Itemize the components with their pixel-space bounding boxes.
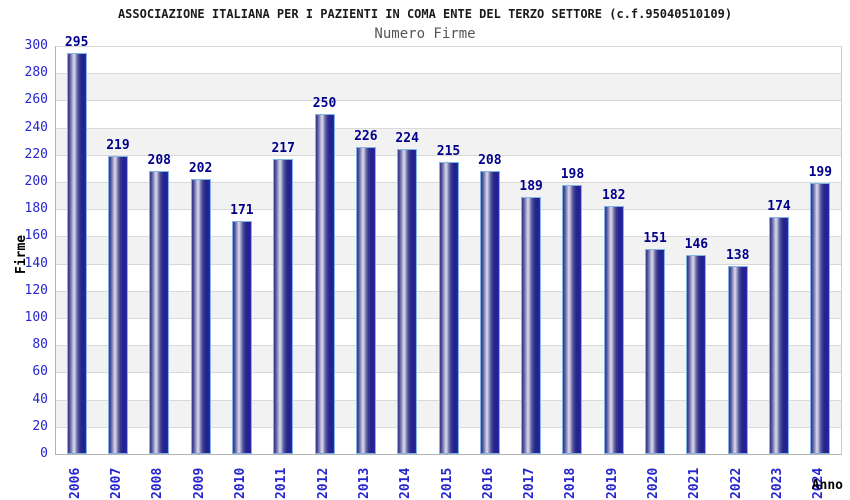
x-tick-label: 2012 — [315, 467, 331, 499]
y-tick-label: 160 — [24, 228, 48, 244]
y-tick-label: 40 — [32, 391, 48, 407]
bar — [769, 217, 790, 454]
bar — [273, 158, 294, 454]
y-tick-label: 220 — [24, 146, 48, 162]
bar-value-label: 208 — [147, 153, 172, 169]
bar — [149, 171, 170, 454]
bar-value-label: 202 — [188, 161, 213, 177]
x-tick-label: 2008 — [150, 467, 166, 499]
x-tick-label: 2016 — [480, 467, 496, 499]
bar-value-label: 151 — [643, 230, 667, 246]
gridline — [56, 154, 841, 156]
bar-value-label: 250 — [312, 96, 337, 111]
x-tick-label: 2009 — [191, 467, 207, 499]
bar-value-label: 219 — [106, 138, 130, 154]
bar-value-label: 199 — [808, 165, 833, 181]
bar-value-label: 174 — [767, 199, 791, 215]
x-tick-label: 2007 — [108, 467, 124, 499]
x-axis-label: Anno — [811, 478, 843, 493]
y-tick-label: 200 — [24, 174, 48, 189]
y-tick-label: 240 — [24, 119, 48, 135]
y-tick-label: 300 — [24, 38, 48, 53]
bar — [355, 146, 376, 454]
bar-value-label: 215 — [436, 143, 461, 159]
x-tick-label: 2017 — [522, 467, 538, 499]
bar-value-label: 226 — [354, 128, 378, 144]
x-tick-label: 2014 — [398, 467, 414, 499]
bar — [190, 179, 211, 454]
x-tick-label: 2015 — [439, 467, 455, 499]
gridline — [56, 73, 841, 75]
bar — [479, 171, 500, 454]
bar-value-label: 224 — [395, 131, 419, 147]
x-tick-label: 2022 — [728, 467, 744, 499]
y-tick-label: 120 — [24, 282, 48, 298]
y-tick-label: 60 — [32, 364, 48, 380]
x-axis-ticks: 2006 2007 2008 2009 2010 2011 2012 2013 2014 2015… — [55, 459, 842, 500]
bar-value-label: 217 — [271, 140, 295, 156]
bar — [603, 206, 624, 454]
y-tick-label: 20 — [32, 418, 48, 434]
bar — [521, 196, 542, 454]
bar — [562, 184, 583, 454]
bar — [314, 114, 335, 454]
bar-value-label: 182 — [602, 188, 626, 204]
x-tick-label: 2019 — [604, 467, 620, 499]
bar-value-label: 146 — [684, 237, 709, 253]
bar — [810, 183, 831, 454]
bar — [107, 156, 128, 454]
gridline — [56, 46, 841, 47]
chart-title: ASSOCIAZIONE ITALIANA PER I PAZIENTI IN … — [117, 7, 733, 21]
bar-value-label: 198 — [560, 166, 585, 182]
plot-area: 295 219 208 202 171 217 250 226 224 215 208 189 198 1… — [55, 35, 842, 455]
bar-value-label: 171 — [230, 203, 254, 219]
y-tick-label: 100 — [24, 310, 48, 325]
y-tick-label: 260 — [24, 92, 48, 108]
x-tick-label: 2011 — [274, 467, 290, 499]
bar — [66, 52, 87, 454]
gridline — [56, 100, 841, 102]
x-tick-label: 2020 — [646, 467, 662, 499]
bar — [727, 266, 748, 454]
bar — [397, 149, 418, 454]
bar-value-label: 189 — [519, 178, 543, 194]
y-tick-label: 180 — [24, 201, 48, 217]
x-tick-label: 2021 — [687, 467, 703, 499]
y-tick-label: 80 — [32, 337, 48, 353]
y-tick-label: 140 — [24, 255, 48, 271]
bar — [686, 255, 707, 454]
bar — [645, 248, 666, 454]
x-tick-label: 2013 — [356, 467, 372, 499]
x-tick-label: 2023 — [770, 467, 786, 499]
y-tick-label: 0 — [40, 446, 48, 461]
chart-subtitle: Numero Firme — [374, 26, 476, 42]
bar — [231, 221, 252, 454]
bar — [438, 161, 459, 454]
bar-value-label: 295 — [64, 34, 89, 50]
bar-value-label: 138 — [725, 248, 750, 264]
y-tick-label: 280 — [24, 65, 48, 81]
gridline — [56, 127, 841, 129]
x-tick-label: 2018 — [563, 467, 579, 499]
x-tick-label: 2010 — [232, 467, 248, 499]
background-band — [56, 73, 841, 101]
background-band — [56, 127, 841, 155]
x-tick-label: 2006 — [67, 467, 83, 499]
bar-value-label: 208 — [478, 153, 502, 169]
